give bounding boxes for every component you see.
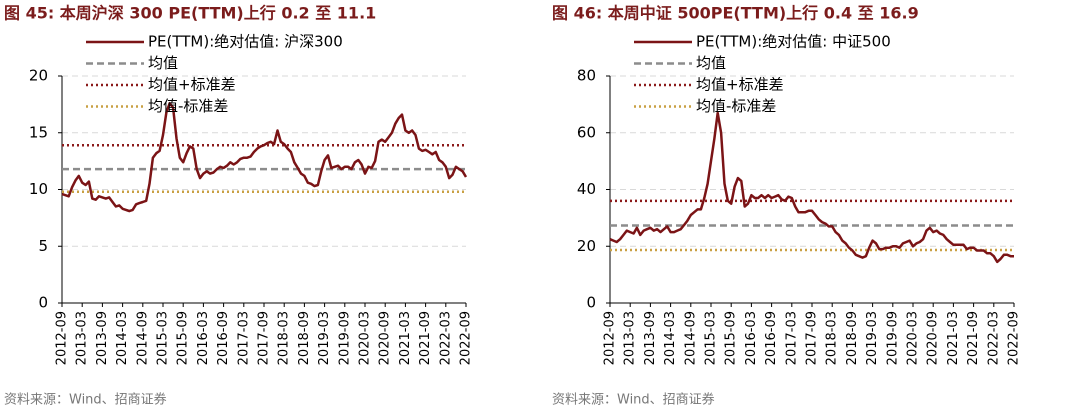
legend-label: PE(TTM):绝对估值: 沪深300: [148, 33, 343, 51]
legend-label: 均值-标准差: [148, 97, 228, 115]
x-tick-label: 2019-09: [885, 311, 900, 365]
legend-label: PE(TTM):绝对估值: 中证500: [696, 33, 891, 51]
legend-label: 均值+标准差: [148, 76, 236, 94]
x-tick-label: 2022-03: [986, 311, 1001, 365]
x-tick-label: 2012-09: [603, 311, 618, 365]
x-tick-label: 2019-03: [317, 311, 332, 365]
y-tick-label: 0: [38, 294, 48, 312]
source: 资料来源：Wind、招商证券: [552, 392, 715, 408]
x-tick-label: 2015-03: [704, 311, 719, 365]
legend-label: 均值: [148, 54, 178, 72]
x-tick-label: 2013-09: [95, 311, 110, 365]
y-tick-label: 40: [577, 180, 596, 198]
y-tick-label: 60: [577, 123, 596, 141]
x-tick-label: 2020-03: [906, 311, 921, 365]
x-tick-label: 2015-09: [724, 311, 739, 365]
x-tick-label: 2020-09: [378, 311, 393, 365]
x-tick-label: 2013-03: [75, 311, 90, 365]
series-line: [609, 111, 1014, 264]
x-tick-label: 2014-09: [683, 311, 698, 365]
chart-title: 图 46: 本周中证 500PE(TTM)上行 0.4 至 16.9: [552, 4, 919, 23]
legend-label: 均值+标准差: [696, 76, 784, 94]
x-tick-label: 2014-03: [115, 311, 130, 365]
x-tick-label: 2015-09: [176, 311, 191, 365]
x-tick-label: 2019-09: [337, 311, 352, 365]
x-tick-label: 2013-03: [623, 311, 638, 365]
y-tick-label: 0: [586, 294, 596, 312]
x-tick-label: 2013-09: [643, 311, 658, 365]
x-tick-label: 2014-03: [663, 311, 678, 365]
x-tick-label: 2018-03: [277, 311, 292, 365]
legend-label: 均值: [696, 54, 726, 72]
x-tick-label: 2012-09: [55, 311, 70, 365]
x-tick-label: 2016-09: [764, 311, 779, 365]
x-tick-label: 2015-03: [156, 311, 171, 365]
x-tick-label: 2016-03: [744, 311, 759, 365]
x-tick-label: 2022-09: [459, 311, 474, 365]
x-tick-label: 2017-09: [257, 311, 272, 365]
x-tick-label: 2021-09: [966, 311, 981, 365]
x-tick-label: 2017-03: [236, 311, 251, 365]
x-tick-label: 2017-09: [805, 311, 820, 365]
chart-title: 图 45: 本周沪深 300 PE(TTM)上行 0.2 至 11.1: [4, 4, 376, 23]
y-tick-label: 5: [38, 237, 48, 255]
x-tick-label: 2018-09: [845, 311, 860, 365]
y-tick-label: 20: [577, 237, 596, 255]
x-tick-label: 2022-09: [1007, 311, 1022, 365]
x-tick-label: 2020-03: [358, 311, 373, 365]
y-tick-label: 80: [577, 67, 596, 85]
series-line: [61, 101, 468, 213]
y-tick-label: 10: [29, 180, 48, 198]
y-tick-label: 20: [29, 67, 48, 85]
x-tick-label: 2019-03: [865, 311, 880, 365]
x-tick-label: 2020-09: [926, 311, 941, 365]
y-tick-label: 15: [29, 123, 48, 141]
x-tick-label: 2021-03: [946, 311, 961, 365]
x-tick-label: 2018-03: [825, 311, 840, 365]
x-tick-label: 2016-03: [196, 311, 211, 365]
source: 资料来源：Wind、招商证券: [4, 392, 167, 408]
x-tick-label: 2022-03: [438, 311, 453, 365]
x-tick-label: 2021-09: [418, 311, 433, 365]
x-tick-label: 2021-03: [398, 311, 413, 365]
x-tick-label: 2014-09: [135, 311, 150, 365]
x-tick-label: 2016-09: [216, 311, 231, 365]
x-tick-label: 2018-09: [297, 311, 312, 365]
legend-label: 均值-标准差: [696, 97, 776, 115]
x-tick-label: 2017-03: [784, 311, 799, 365]
